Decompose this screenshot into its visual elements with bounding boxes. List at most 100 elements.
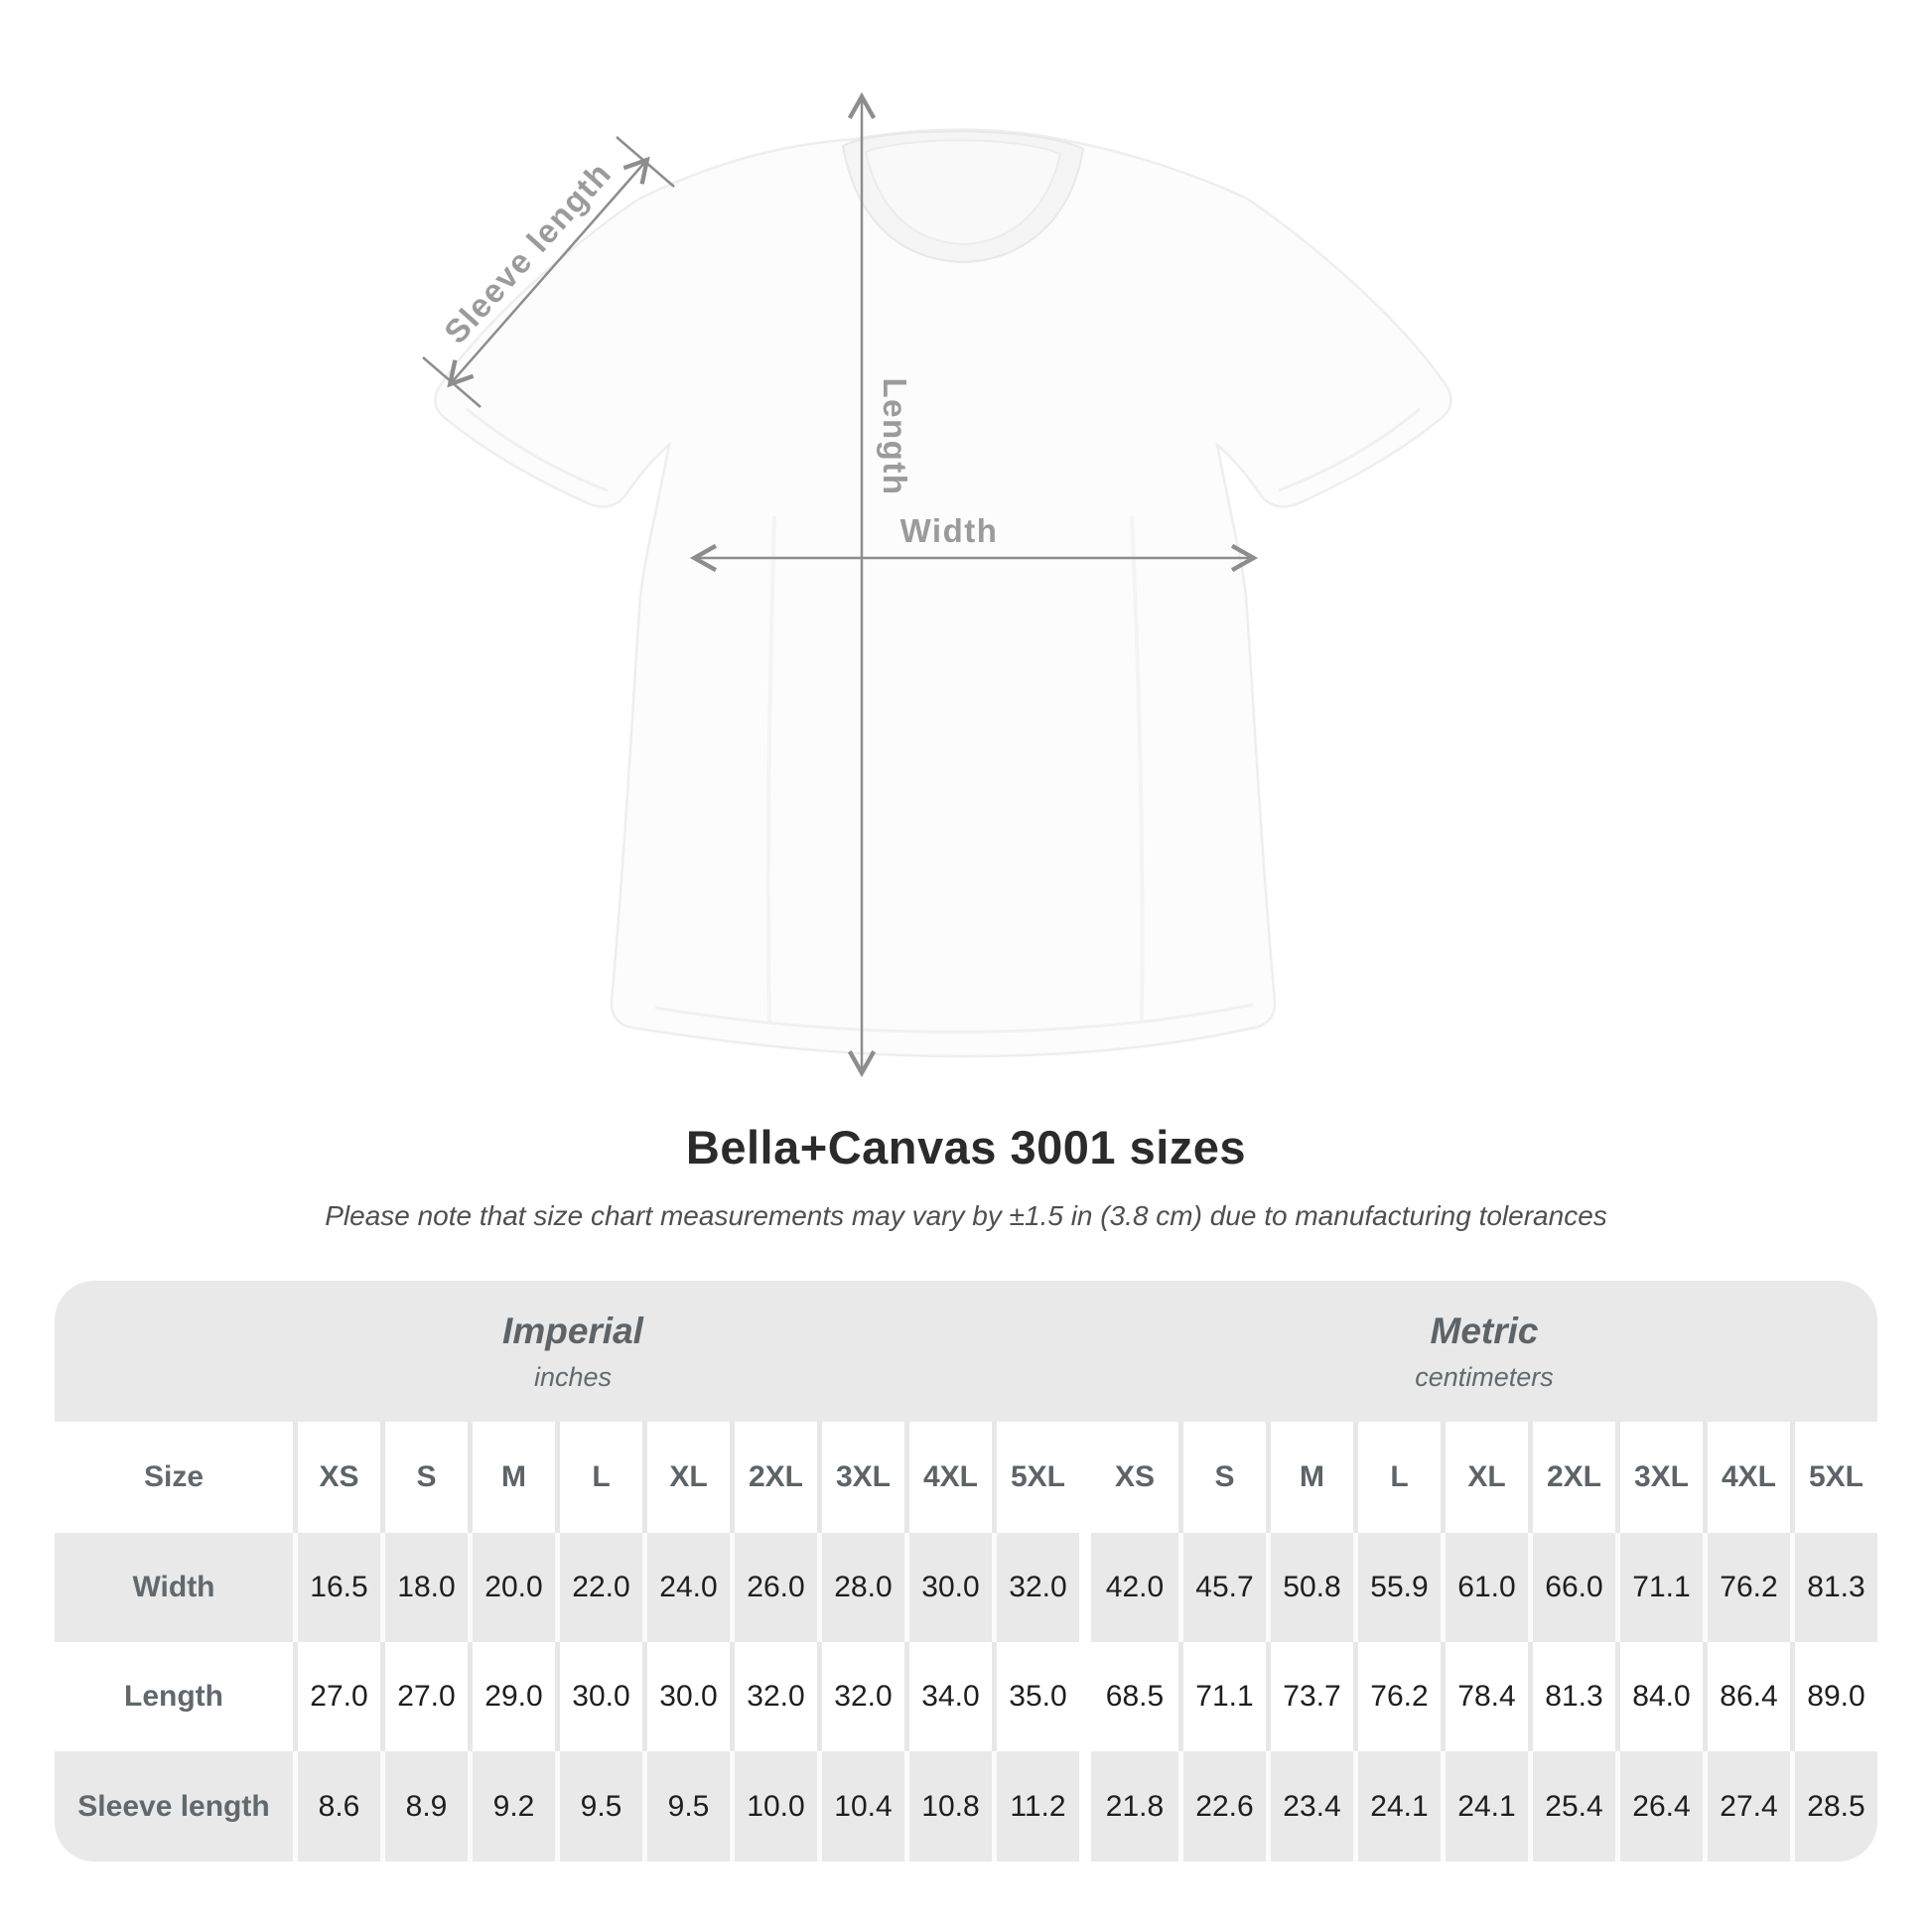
size-col-header: XS	[1091, 1422, 1178, 1533]
measurement-cell-metric: 45.7	[1178, 1533, 1266, 1642]
measurement-cell-metric: 25.4	[1528, 1751, 1615, 1862]
size-col-header: 5XL	[992, 1422, 1079, 1533]
measurement-cell-imperial: 24.0	[642, 1533, 730, 1642]
measurement-cell-imperial: 34.0	[904, 1642, 992, 1751]
measurement-cell-imperial: 30.0	[642, 1642, 730, 1751]
measurement-row-length: Length 27.0 27.0 29.0 30.0 30.0 32.0 32.0 34.0 35…	[55, 1642, 1877, 1751]
measurement-cell-metric: 22.6	[1178, 1751, 1266, 1862]
size-col-header: 2XL	[1528, 1422, 1615, 1533]
width-label: Width	[900, 512, 999, 549]
size-col-header: 4XL	[1703, 1422, 1790, 1533]
measurement-cell-imperial: 28.0	[817, 1533, 904, 1642]
left-cuff-seam	[466, 407, 609, 492]
caption: Bella+Canvas 3001 sizes Please note that…	[0, 1120, 1932, 1232]
size-table: Imperial inches Metric centimeters Size XS S M L…	[55, 1281, 1877, 1862]
hem-seam	[654, 1003, 1254, 1034]
unit-group-metric: Metric centimeters	[1091, 1281, 1877, 1422]
measurement-cell-imperial: 11.2	[992, 1751, 1079, 1862]
unit-divider	[1079, 1642, 1091, 1751]
measurement-cell-imperial: 20.0	[468, 1533, 555, 1642]
measurement-cell-metric: 68.5	[1091, 1642, 1178, 1751]
unit-divider	[1079, 1751, 1091, 1862]
size-col-header: XL	[1441, 1422, 1528, 1533]
crease-line	[765, 515, 776, 1024]
measurement-cell-metric: 24.1	[1441, 1751, 1528, 1862]
measurement-row-width: Width 16.5 18.0 20.0 22.0 24.0 26.0 28.0 30.0 32.…	[55, 1533, 1877, 1642]
measurement-cell-metric: 81.3	[1790, 1533, 1877, 1642]
measurement-row-label: Length	[55, 1642, 293, 1751]
size-col-header: XL	[642, 1422, 730, 1533]
size-col-header: 4XL	[904, 1422, 992, 1533]
measurement-cell-metric: 86.4	[1703, 1642, 1790, 1751]
measurement-cell-imperial: 35.0	[992, 1642, 1079, 1751]
measurement-cell-imperial: 22.0	[555, 1533, 642, 1642]
measurement-cell-imperial: 32.0	[817, 1642, 904, 1751]
measurement-cell-imperial: 27.0	[293, 1642, 380, 1751]
sleeve-length-dimension	[422, 136, 675, 408]
length-label: Length	[877, 378, 913, 496]
size-col-header: S	[1178, 1422, 1266, 1533]
measurement-cell-metric: 23.4	[1266, 1751, 1353, 1862]
size-col-header: S	[380, 1422, 468, 1533]
measurement-cell-imperial: 10.4	[817, 1751, 904, 1862]
size-col-header: 5XL	[1790, 1422, 1877, 1533]
measurement-cell-metric: 21.8	[1091, 1751, 1178, 1862]
size-header-row: Size XS S M L XL 2XL 3XL 4XL 5XL XS S M L XL 2XL 3XL 4XL 5…	[55, 1422, 1877, 1533]
unit-group-sublabel: centimeters	[1415, 1361, 1554, 1392]
measurement-cell-metric: 27.4	[1703, 1751, 1790, 1862]
measurement-cell-metric: 76.2	[1703, 1533, 1790, 1642]
measurement-cell-metric: 89.0	[1790, 1642, 1877, 1751]
sleeve-length-end-tick	[422, 356, 482, 408]
measurement-row-label: Sleeve length	[55, 1751, 293, 1862]
measurement-cell-metric: 66.0	[1528, 1533, 1615, 1642]
size-corner-label: Size	[55, 1422, 293, 1533]
measurement-cell-imperial: 9.5	[555, 1751, 642, 1862]
measurement-cell-metric: 73.7	[1266, 1642, 1353, 1751]
measurement-cell-imperial: 8.9	[380, 1751, 468, 1862]
size-col-header: 3XL	[1615, 1422, 1703, 1533]
measurement-cell-metric: 78.4	[1441, 1642, 1528, 1751]
size-col-header: 2XL	[730, 1422, 817, 1533]
unit-divider	[1079, 1533, 1091, 1642]
measurement-cell-metric: 50.8	[1266, 1533, 1353, 1642]
measurement-cell-metric: 55.9	[1353, 1533, 1441, 1642]
tolerance-note: Please note that size chart measurements…	[325, 1200, 1607, 1231]
measurement-cell-metric: 71.1	[1178, 1642, 1266, 1751]
measurement-cell-imperial: 29.0	[468, 1642, 555, 1751]
measurement-cell-imperial: 32.0	[730, 1642, 817, 1751]
measurement-cell-imperial: 8.6	[293, 1751, 380, 1862]
measurement-cell-metric: 26.4	[1615, 1751, 1703, 1862]
page-title: Bella+Canvas 3001 sizes	[685, 1121, 1247, 1173]
measurement-row-sleeve-length: Sleeve length 8.6 8.9 9.2 9.5 9.5 10.0 10.4 10.8…	[55, 1751, 1877, 1862]
measurement-cell-metric: 61.0	[1441, 1533, 1528, 1642]
size-col-header: M	[468, 1422, 555, 1533]
sleeve-length-dimension-line	[447, 156, 650, 388]
unit-group-label: Metric	[1430, 1310, 1539, 1351]
unit-group-sublabel: inches	[533, 1361, 613, 1392]
units-header-row: Imperial inches Metric centimeters	[55, 1281, 1877, 1422]
size-col-header: XS	[293, 1422, 380, 1533]
measurement-cell-metric: 71.1	[1615, 1533, 1703, 1642]
unit-divider	[1079, 1422, 1091, 1533]
collar-opening	[864, 139, 1062, 246]
measurement-row-label: Width	[55, 1533, 293, 1642]
measurement-cell-metric: 42.0	[1091, 1533, 1178, 1642]
measurement-cell-imperial: 18.0	[380, 1533, 468, 1642]
measurement-cell-imperial: 27.0	[380, 1642, 468, 1751]
measurement-cell-metric: 84.0	[1615, 1642, 1703, 1751]
measurement-cell-imperial: 16.5	[293, 1533, 380, 1642]
measurement-cell-imperial: 10.8	[904, 1751, 992, 1862]
tshirt-graphic	[434, 128, 1452, 1058]
measurement-cell-imperial: 30.0	[904, 1533, 992, 1642]
measurement-cell-metric: 81.3	[1528, 1642, 1615, 1751]
sleeve-length-end-tick	[616, 136, 675, 188]
measurement-cell-metric: 28.5	[1790, 1751, 1877, 1862]
measurement-cell-metric: 24.1	[1353, 1751, 1441, 1862]
unit-group-label: Imperial	[502, 1310, 643, 1351]
right-cuff-seam	[1278, 407, 1421, 492]
measurement-cell-metric: 76.2	[1353, 1642, 1441, 1751]
size-col-header: M	[1266, 1422, 1353, 1533]
measurement-cell-imperial: 9.5	[642, 1751, 730, 1862]
crease-line	[1130, 515, 1145, 1024]
measurement-cell-imperial: 9.2	[468, 1751, 555, 1862]
